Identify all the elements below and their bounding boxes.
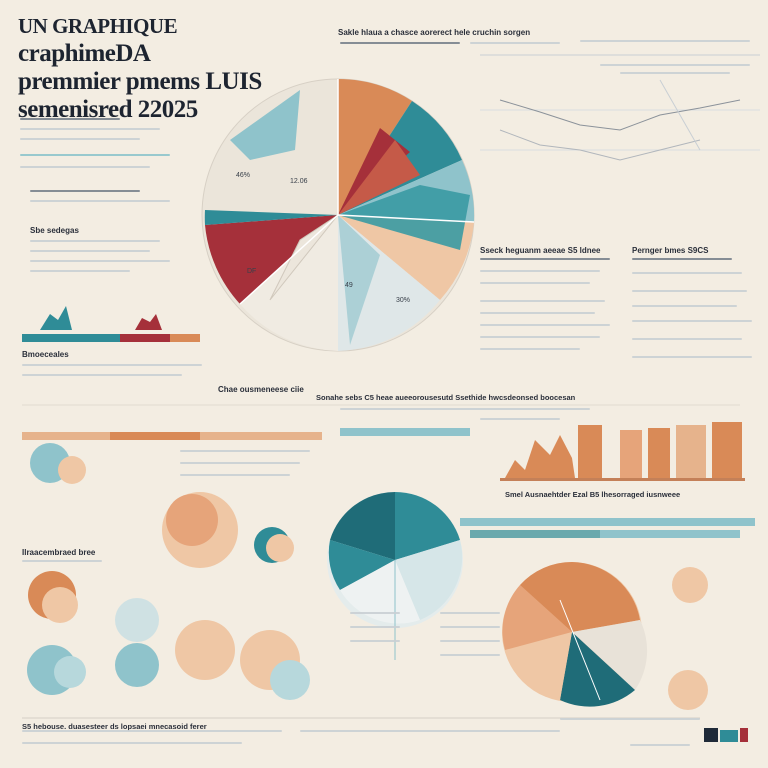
pie-label-b: 12.06: [290, 178, 308, 185]
text-line: [30, 250, 150, 252]
text-line: [30, 240, 160, 242]
text-line: [632, 258, 732, 260]
text-line: [580, 40, 750, 42]
text-line: [632, 305, 737, 307]
left-heading-1: Sbe sedegas: [30, 226, 79, 235]
text-line: [470, 42, 560, 44]
bar-chart-caption: Smel Ausnaehtder Ezal B5 lhesorraged ius…: [505, 490, 681, 499]
text-line: [480, 348, 580, 350]
text-line: [20, 154, 170, 156]
left-heading-2: Bmoeceales: [22, 350, 69, 359]
text-line: [480, 300, 605, 302]
text-line: [350, 626, 400, 628]
right-col2-heading: Pernger bmes S9CS: [632, 246, 709, 255]
text-line: [480, 312, 595, 314]
text-line: [20, 166, 150, 168]
text-line: [632, 290, 747, 292]
text-line: [600, 64, 750, 66]
text-line: [30, 200, 170, 202]
text-line: [632, 320, 752, 322]
text-line: [350, 612, 400, 614]
text-line: [30, 190, 140, 192]
bottom-left-label: Ilraacembraed bree: [22, 548, 96, 557]
text-line: [30, 270, 130, 272]
text-line: [340, 408, 590, 410]
title-line-3: premmier pmems LUIS: [18, 68, 262, 95]
text-line: [180, 462, 300, 464]
top-header-text: Sakle hlaua a chasce aorerect hele cruch…: [338, 28, 531, 37]
pie-label-e: 49: [345, 282, 353, 289]
text-line: [300, 730, 560, 732]
text-line: [480, 418, 560, 420]
text-line: [22, 730, 282, 732]
text-line: [20, 138, 140, 140]
text-line: [20, 128, 160, 130]
middle-heading: Sonahe sebs C5 heae aueeorousesutd Sseth…: [316, 393, 576, 402]
text-line: [180, 450, 310, 452]
right-col1-heading: Sseck heguanm aeeae S5 ldnee: [480, 246, 601, 255]
text-line: [480, 282, 590, 284]
text-line: [20, 118, 120, 120]
text-line: [480, 324, 610, 326]
text-line: [22, 374, 182, 376]
pie-label-d: 30%: [396, 297, 411, 304]
left-bottom-label: Chae ousmeneese ciie: [218, 385, 304, 394]
title-line-1: UN GRAPHIQUE: [18, 14, 178, 38]
text-line: [560, 718, 700, 720]
pie-label-c: DF: [247, 268, 257, 275]
text-line: [480, 336, 600, 338]
text-line: [22, 742, 242, 744]
text-line: [30, 260, 170, 262]
text-line: [440, 640, 500, 642]
text-line: [440, 612, 500, 614]
text-line: [180, 474, 290, 476]
text-line: [620, 72, 730, 74]
title-line-2: craphimeDA: [18, 40, 151, 67]
text-line: [440, 626, 500, 628]
text-line: [632, 272, 742, 274]
footer-text: S5 hebouse. duasesteer ds lopsaei mnecas…: [22, 722, 207, 731]
pie-label-a: 46%: [236, 172, 251, 179]
text-line: [22, 364, 202, 366]
text-line: [350, 640, 400, 642]
text-line: [480, 258, 610, 260]
text-line: [632, 338, 742, 340]
text-line: [480, 270, 600, 272]
text-line: [440, 654, 500, 656]
text-line: [630, 744, 690, 746]
text-line: [632, 356, 752, 358]
text-line: [340, 42, 460, 44]
text-line: [22, 560, 102, 562]
